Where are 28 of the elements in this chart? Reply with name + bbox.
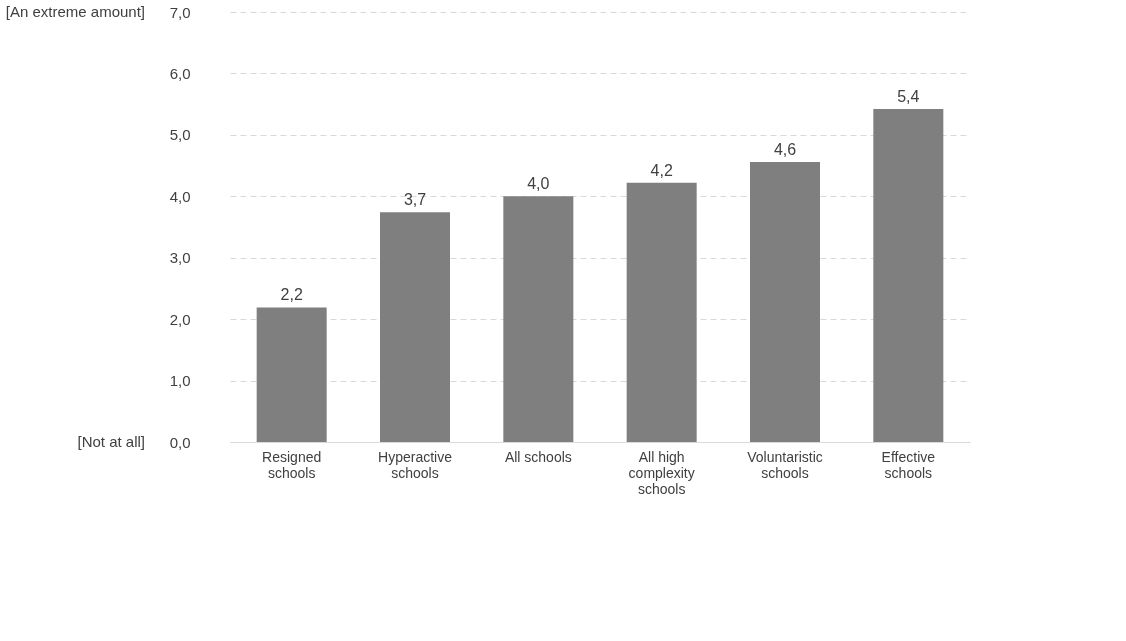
y-tick-label: 5,0	[169, 126, 191, 144]
data-label: 5,4	[897, 88, 920, 106]
x-tick-label: Effective schools	[881, 448, 936, 481]
x-tick-label: Voluntaristic schools	[747, 448, 823, 481]
x-tick-label: All high complexity schools	[628, 448, 695, 497]
data-label: 2,2	[280, 286, 303, 304]
y-tick-label: 2,0	[169, 310, 191, 328]
bar	[380, 212, 450, 442]
data-label: 4,6	[773, 140, 797, 158]
x-tick-label: All schools	[504, 448, 572, 465]
x-tick-label: Hyperactive schools	[378, 448, 453, 481]
y-tick-label: 7,0	[169, 3, 191, 21]
y-tick-label: 4,0	[169, 187, 191, 205]
y-tick-label: 6,0	[169, 64, 191, 82]
y-tick-label: 0,0	[169, 433, 191, 451]
y-tick-label: 3,0	[169, 249, 191, 267]
text: [Not at all]	[77, 433, 145, 450]
bar	[873, 109, 944, 442]
data-label: 4,2	[650, 161, 673, 179]
x-tick-label: Resigned schools	[262, 448, 322, 481]
bar	[256, 307, 327, 442]
text: [An extreme amount]	[5, 3, 145, 20]
y-tick-label: 1,0	[169, 372, 191, 390]
data-label: 4,0	[527, 175, 550, 193]
bar	[626, 182, 697, 442]
bar	[750, 161, 820, 442]
bar	[503, 196, 574, 442]
data-label: 3,7	[403, 191, 427, 209]
